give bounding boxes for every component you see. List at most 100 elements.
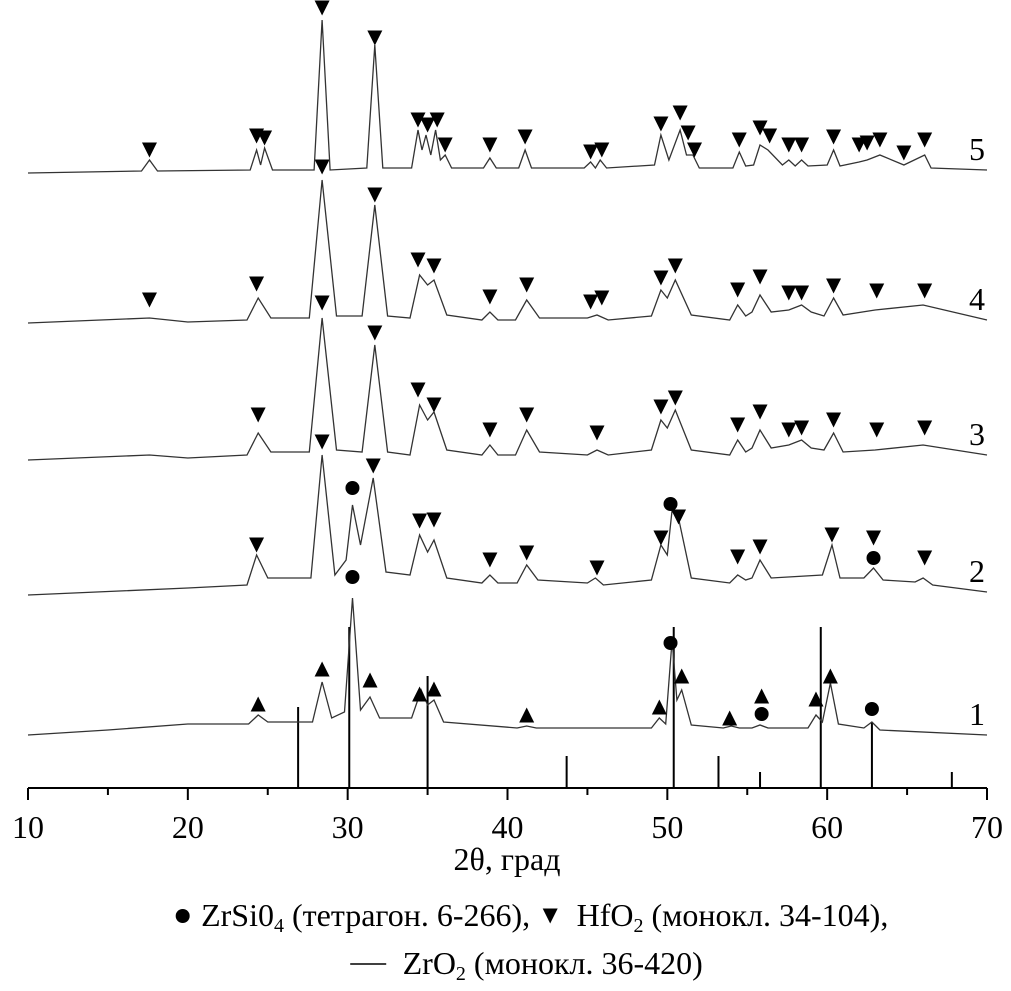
down-triangle-marker [314,159,330,175]
circle-marker [345,570,360,584]
down-triangle-marker [412,513,428,529]
down-triangle-marker [249,276,265,292]
down-triangle-marker [859,135,875,151]
down-triangle-marker [429,112,445,128]
down-triangle-marker [426,512,442,528]
pattern-line [27,19,988,174]
down-triangle-marker [583,144,599,160]
x-tick-label: 40 [492,809,524,845]
down-triangle-marker [653,270,669,286]
down-triangle-marker [367,325,383,341]
circle-marker [754,707,769,721]
legend-text: ZrO2​ (монокл. 36-420) [388,945,703,985]
down-triangle-marker [671,509,687,525]
legend-text-part: (монокл. 36-420) [466,945,703,981]
up-triangle-marker [426,681,442,697]
x-tick-label: 70 [971,809,1003,845]
down-triangle-marker [250,407,266,423]
down-triangle-marker [730,282,746,298]
circle-marker [345,481,360,495]
down-triangle-marker [437,137,453,153]
curve-label: 4 [969,281,985,317]
down-triangle-marker [141,142,157,158]
up-triangle-marker [674,668,690,684]
down-triangle-marker [731,132,747,148]
down-triangle-marker [752,539,768,555]
x-tick-label: 60 [811,809,843,845]
down-triangle-marker [730,549,746,565]
down-triangle-marker [482,552,498,568]
down-triangle-marker [752,120,768,136]
legend-subscript: 2 [456,963,466,985]
down-triangle-marker [141,292,157,308]
down-triangle-marker [794,420,810,436]
down-triangle-marker [410,252,426,268]
down-triangle-marker [917,283,933,299]
down-triangle-marker [367,30,383,46]
down-triangle-marker [482,289,498,305]
down-triangle-marker [482,137,498,153]
up-triangle-marker [314,661,330,677]
down-triangle-marker [314,295,330,311]
down-triangle-marker [426,258,442,274]
down-triangle-marker [687,142,703,158]
circle-marker [663,636,678,650]
up-triangle-marker [362,672,378,688]
circle-marker [663,497,678,511]
down-triangle-marker [249,537,265,553]
down-triangle-marker [426,397,442,413]
down-triangle-marker [872,132,888,148]
legend-line: ZrSi04​ (тетрагон. 6-266), HfO2​ (монокл… [175,897,889,937]
down-triangle-marker [594,142,610,158]
down-triangle-marker [896,145,912,161]
x-tick-label: 10 [12,809,44,845]
up-triangle-marker [519,707,535,723]
circle-marker [864,702,879,716]
down-triangle-marker [583,294,599,310]
up-triangle-marker [754,688,770,704]
down-triangle-marker [667,390,683,406]
pattern-line [27,454,988,596]
down-triangle-marker [482,422,498,438]
x-axis-label: 2θ, град [454,841,561,877]
down-triangle-marker [672,105,688,121]
curve-label: 5 [969,131,985,167]
down-triangle-marker [730,417,746,433]
down-triangle-marker [826,129,842,145]
up-triangle-marker [822,668,838,684]
down-triangle-marker [517,129,533,145]
down-triangle-marker [826,412,842,428]
curve-label: 1 [969,696,985,732]
legend-text-part: (тетрагон. 6-266), [284,897,538,933]
down-triangle-marker [752,404,768,420]
down-triangle-marker [752,269,768,285]
up-triangle-marker [651,699,667,715]
pattern-line [27,317,988,461]
down-triangle-marker [781,285,797,301]
legend-text-part: (монокл. 34-104), [643,897,888,933]
pattern-line [27,597,988,736]
legend-text-part: ZrSi0 [201,897,274,933]
down-triangle-marker [410,382,426,398]
up-triangle-marker [250,696,266,712]
legend-text: ZrSi04​ (тетрагон. 6-266), HfO2​ (монокл… [195,897,889,937]
down-triangle-marker [824,527,840,543]
pattern-line [27,179,988,324]
legend-text-part: ZrO [395,945,456,981]
down-triangle-marker [826,278,842,294]
down-triangle-marker [869,422,885,438]
x-tick-label: 50 [651,809,683,845]
up-triangle-marker [412,686,428,702]
down-triangle-marker [365,458,381,474]
down-triangle-marker [917,420,933,436]
down-triangle-marker [519,545,535,561]
legend-line: ZrO2​ (монокл. 36-420) [350,945,703,985]
down-triangle-marker [667,258,683,274]
circle-marker [866,551,881,565]
curve-label: 2 [969,553,985,589]
up-triangle-marker [722,710,738,726]
down-triangle-marker [519,407,535,423]
down-triangle-marker [589,425,605,441]
down-triangle-marker [680,125,696,141]
